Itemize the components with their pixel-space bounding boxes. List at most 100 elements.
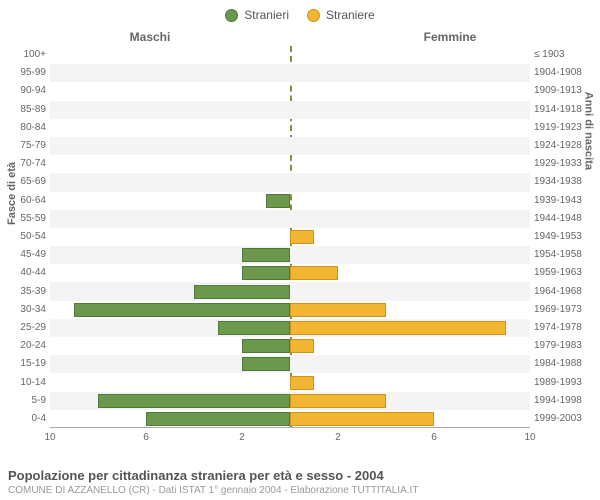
bar-male [242, 266, 290, 280]
birth-year-label: 1959-1963 [534, 267, 598, 278]
legend-item: Straniere [307, 8, 375, 22]
birth-year-label: 1909-1913 [534, 85, 598, 96]
age-row [50, 82, 530, 100]
legend-item: Stranieri [225, 8, 289, 22]
age-row [50, 246, 530, 264]
chart-plot-area [50, 46, 530, 428]
age-label: 5-9 [2, 395, 46, 406]
chart-subtitle: COMUNE DI AZZANELLO (CR) - Dati ISTAT 1°… [8, 485, 592, 496]
bar-male [74, 303, 290, 317]
age-label: 15-19 [2, 358, 46, 369]
age-row [50, 137, 530, 155]
x-tick: 6 [143, 432, 149, 443]
birth-year-label: 1934-1938 [534, 176, 598, 187]
age-label: 60-64 [2, 195, 46, 206]
footer: Popolazione per cittadinanza straniera p… [8, 468, 592, 496]
birth-year-label: 1904-1908 [534, 67, 598, 78]
x-tick: 10 [44, 432, 55, 443]
age-label: 50-54 [2, 231, 46, 242]
age-label: 40-44 [2, 267, 46, 278]
age-label: 35-39 [2, 286, 46, 297]
bar-male [242, 339, 290, 353]
age-label: 85-89 [2, 104, 46, 115]
age-row [50, 373, 530, 391]
age-label: 70-74 [2, 158, 46, 169]
legend-label: Stranieri [244, 8, 289, 22]
legend: Stranieri Straniere [0, 0, 600, 26]
header-male: Maschi [0, 30, 300, 44]
birth-year-label: 1929-1933 [534, 158, 598, 169]
bar-female [290, 394, 386, 408]
birth-year-label: 1949-1953 [534, 231, 598, 242]
age-label: 80-84 [2, 122, 46, 133]
birth-year-label: 1964-1968 [534, 286, 598, 297]
age-row [50, 210, 530, 228]
bar-female [290, 339, 314, 353]
age-row [50, 192, 530, 210]
age-label: 10-14 [2, 377, 46, 388]
header-female: Femmine [300, 30, 600, 44]
age-row [50, 319, 530, 337]
bar-male [194, 285, 290, 299]
birth-year-label: 1984-1988 [534, 358, 598, 369]
age-row [50, 392, 530, 410]
birth-year-label: 1994-1998 [534, 395, 598, 406]
bar-female [290, 230, 314, 244]
age-label: 65-69 [2, 176, 46, 187]
age-label: 95-99 [2, 67, 46, 78]
birth-year-label: 1969-1973 [534, 304, 598, 315]
birth-year-label: 1924-1928 [534, 140, 598, 151]
age-label: 0-4 [2, 413, 46, 424]
column-headers: Maschi Femmine [0, 30, 600, 44]
age-label: 20-24 [2, 340, 46, 351]
bar-male [146, 412, 290, 426]
birth-year-label: 1914-1918 [534, 104, 598, 115]
age-row [50, 101, 530, 119]
age-row [50, 410, 530, 428]
bar-female [290, 412, 434, 426]
birth-year-label: ≤ 1903 [534, 49, 598, 60]
x-tick: 2 [239, 432, 245, 443]
age-label: 30-34 [2, 304, 46, 315]
x-tick: 10 [524, 432, 535, 443]
birth-year-label: 1979-1983 [534, 340, 598, 351]
x-tick: 2 [335, 432, 341, 443]
legend-label: Straniere [326, 8, 375, 22]
age-row [50, 119, 530, 137]
birth-year-label: 1944-1948 [534, 213, 598, 224]
legend-swatch [307, 9, 320, 22]
birth-year-label: 1919-1923 [534, 122, 598, 133]
birth-year-label: 1954-1958 [534, 249, 598, 260]
age-label: 90-94 [2, 85, 46, 96]
bar-female [290, 321, 506, 335]
age-row [50, 337, 530, 355]
bar-male [218, 321, 290, 335]
age-row [50, 282, 530, 300]
age-label: 75-79 [2, 140, 46, 151]
birth-year-label: 1939-1943 [534, 195, 598, 206]
age-label: 55-59 [2, 213, 46, 224]
x-axis: 10622610 [50, 427, 530, 450]
age-row [50, 46, 530, 64]
bar-male [266, 194, 290, 208]
legend-swatch [225, 9, 238, 22]
age-row [50, 355, 530, 373]
birth-year-label: 1999-2003 [534, 413, 598, 424]
age-row [50, 64, 530, 82]
age-row [50, 228, 530, 246]
bar-female [290, 376, 314, 390]
bar-male [242, 248, 290, 262]
bar-male [242, 357, 290, 371]
chart-title: Popolazione per cittadinanza straniera p… [8, 468, 592, 483]
birth-year-label: 1989-1993 [534, 377, 598, 388]
age-label: 45-49 [2, 249, 46, 260]
age-row [50, 155, 530, 173]
age-label: 100+ [2, 49, 46, 60]
age-row [50, 301, 530, 319]
age-label: 25-29 [2, 322, 46, 333]
x-tick: 6 [431, 432, 437, 443]
age-row [50, 264, 530, 282]
age-row [50, 173, 530, 191]
birth-year-label: 1974-1978 [534, 322, 598, 333]
bar-female [290, 303, 386, 317]
